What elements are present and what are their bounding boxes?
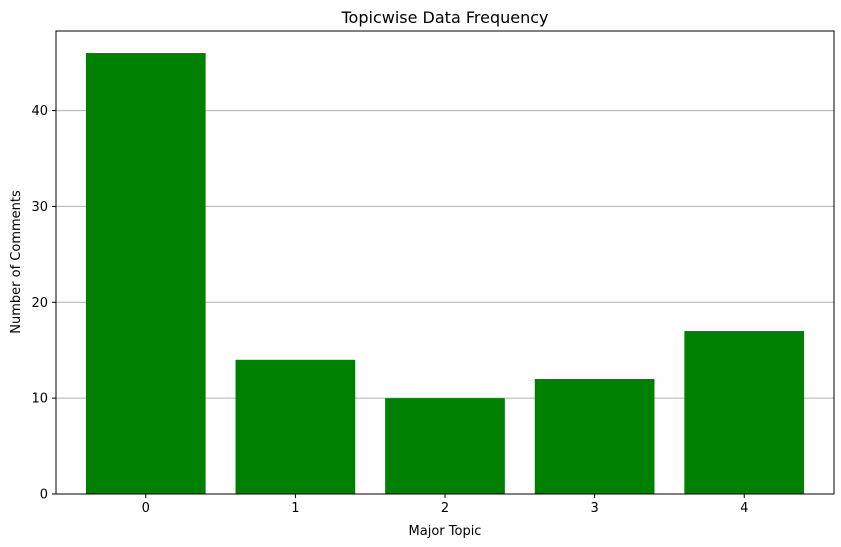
bar-topic-1 — [235, 359, 356, 494]
chart-title: Topicwise Data Frequency — [341, 8, 549, 27]
x-axis-label: Major Topic — [409, 524, 482, 539]
y-tick-label-10: 10 — [31, 392, 48, 407]
bar-topic-3 — [534, 378, 655, 494]
bar-topic-4 — [684, 331, 805, 494]
x-tick-label-3: 3 — [590, 501, 598, 516]
x-tick-label-2: 2 — [441, 501, 449, 516]
y-tick-label-30: 30 — [31, 200, 48, 215]
y-tick-label-20: 20 — [31, 296, 48, 311]
bar-topic-2 — [385, 398, 505, 494]
y-tick-label-40: 40 — [31, 104, 48, 119]
x-tick-label-4: 4 — [740, 501, 748, 516]
y-axis-ticks: 0 10 20 30 40 — [31, 104, 56, 503]
bar-topic-0 — [85, 53, 206, 495]
bars — [85, 53, 805, 495]
x-axis-ticks: 0 1 2 3 4 — [142, 494, 748, 516]
x-tick-label-1: 1 — [291, 501, 299, 516]
y-axis-label: Number of Comments — [9, 190, 24, 334]
y-tick-label-0: 0 — [40, 488, 48, 503]
x-tick-label-0: 0 — [142, 501, 150, 516]
